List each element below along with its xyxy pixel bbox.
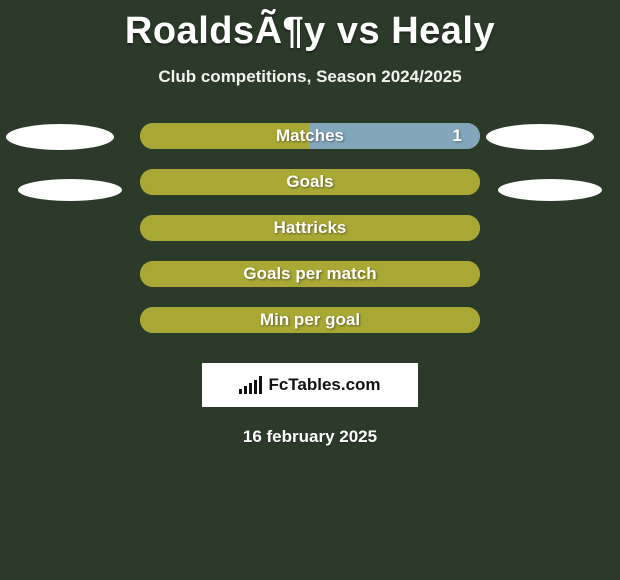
left-ellipse — [18, 179, 122, 201]
stat-row: Goals per match — [0, 261, 620, 287]
stat-bar: Goals per match — [140, 261, 480, 287]
stat-bar: Goals — [140, 169, 480, 195]
stat-label: Min per goal — [260, 310, 360, 330]
right-ellipse — [486, 124, 594, 150]
comparison-rows: 1 Matches Goals Hattricks Goals per match Min… — [0, 123, 620, 333]
stat-label: Matches — [276, 126, 344, 146]
stat-label: Goals — [286, 172, 333, 192]
subtitle: Club competitions, Season 2024/2025 — [158, 67, 461, 87]
stat-bar: 1 Matches — [140, 123, 480, 149]
stat-right-value: 1 — [453, 126, 462, 146]
stat-row: Min per goal — [0, 307, 620, 333]
stat-label: Hattricks — [274, 218, 347, 238]
stat-bar: Hattricks — [140, 215, 480, 241]
stat-row: Hattricks — [0, 215, 620, 241]
stat-bar: Min per goal — [140, 307, 480, 333]
stat-label: Goals per match — [243, 264, 376, 284]
left-ellipse — [6, 124, 114, 150]
logo-text: FcTables.com — [268, 375, 380, 395]
logo-bars-icon — [239, 376, 262, 394]
right-ellipse — [498, 179, 602, 201]
date-text: 16 february 2025 — [243, 427, 377, 447]
page-title: RoaldsÃ¶y vs Healy — [125, 10, 495, 53]
logo-box: FcTables.com — [202, 363, 418, 407]
